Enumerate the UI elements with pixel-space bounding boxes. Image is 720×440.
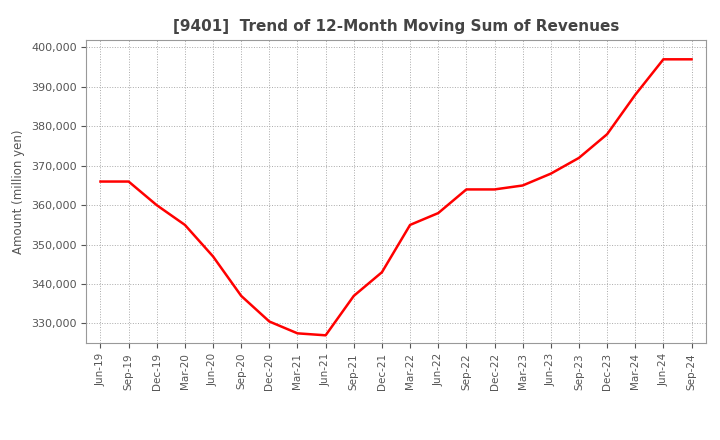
Y-axis label: Amount (million yen): Amount (million yen) (12, 129, 25, 253)
Title: [9401]  Trend of 12-Month Moving Sum of Revenues: [9401] Trend of 12-Month Moving Sum of R… (173, 19, 619, 34)
